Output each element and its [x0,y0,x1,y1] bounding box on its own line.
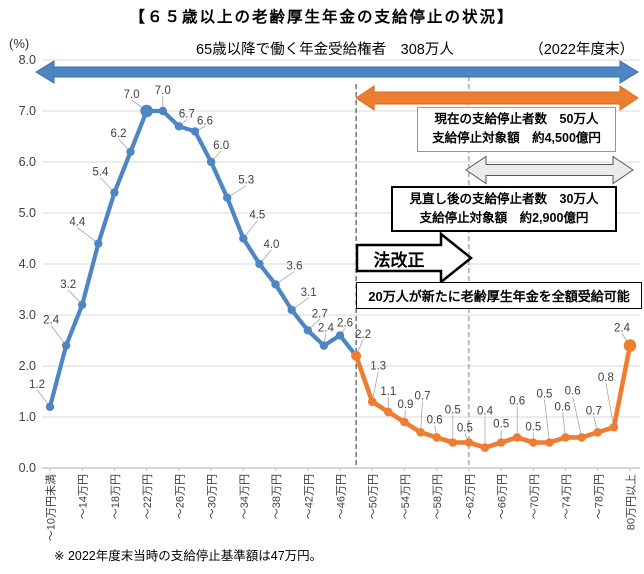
svg-text:8.0: 8.0 [19,53,36,67]
svg-text:1.1: 1.1 [380,386,396,398]
svg-text:4.0: 4.0 [263,239,279,251]
svg-text:～70万円: ～70万円 [529,474,541,519]
svg-text:2.2: 2.2 [355,329,371,341]
svg-text:～54万円: ～54万円 [400,474,412,519]
revised-suspension-box: 見直し後の支給停止者数 30万人 支給停止対象額 約2,900億円 [391,186,617,232]
svg-text:2.7: 2.7 [312,308,328,320]
svg-text:3.0: 3.0 [19,308,36,322]
svg-text:～18万円: ～18万円 [110,474,122,519]
svg-text:0.0: 0.0 [19,461,36,475]
svg-text:7.0: 7.0 [19,104,36,118]
svg-text:0.5: 0.5 [525,422,541,434]
svg-text:0.5: 0.5 [445,405,461,417]
svg-text:～22万円: ～22万円 [142,474,154,519]
svg-text:0.6: 0.6 [427,414,443,426]
page-title: 【６５歳以上の老齢厚生年金の支給停止の状況】 [129,9,515,26]
svg-text:5.3: 5.3 [238,175,254,187]
svg-text:6.2: 6.2 [111,128,127,140]
svg-text:～34万円: ～34万円 [239,474,251,519]
svg-text:0.5: 0.5 [493,419,509,431]
svg-text:0.5: 0.5 [536,389,552,401]
svg-text:6.6: 6.6 [197,115,213,127]
revised-suspension-amount: 支給停止対象額 約2,900億円 [419,210,589,225]
svg-text:7.0: 7.0 [155,85,171,97]
current-suspension-box: 現在の支給停止者数 50万人 支給停止対象額 約4,500億円 [417,107,616,152]
svg-text:2.4: 2.4 [43,315,60,327]
svg-text:2.0: 2.0 [19,359,36,373]
subtitle-pensioners: 65歳以降で働く年金受給権者 308万人 [196,42,454,58]
svg-text:4.5: 4.5 [249,210,265,222]
svg-text:～26万円: ～26万円 [174,474,186,519]
svg-text:0.6: 0.6 [565,385,581,397]
svg-text:6.7: 6.7 [179,108,195,120]
y-axis-unit-label: (%) [9,36,30,51]
svg-text:～66万円: ～66万円 [497,474,509,519]
revised-range-arrow [465,155,634,185]
svg-text:～74万円: ～74万円 [561,474,573,519]
revised-suspension-count: 見直し後の支給停止者数 30万人 [409,192,599,206]
subtitle-period: （2022年度末） [529,42,634,58]
svg-text:～78万円: ～78万円 [593,474,605,519]
svg-text:～38万円: ～38万円 [271,474,283,519]
svg-text:5.0: 5.0 [19,206,36,220]
svg-text:0.7: 0.7 [415,390,431,402]
new-full-receipt-box: 20万人が新たに老齢厚生年金を全額受給可能 [356,282,642,309]
svg-text:0.9: 0.9 [397,399,413,411]
svg-text:80万円以上: 80万円以上 [625,474,638,530]
svg-text:2.4: 2.4 [614,323,631,335]
svg-text:～58万円: ～58万円 [432,474,444,519]
svg-text:0.6: 0.6 [509,395,525,407]
svg-text:0.8: 0.8 [598,372,614,384]
svg-text:2.4: 2.4 [318,323,335,335]
svg-text:3.6: 3.6 [287,260,303,272]
svg-text:7.0: 7.0 [124,89,140,101]
blue-span-arrow [35,60,639,84]
law-reform-arrow-label: 法改正 [373,251,425,270]
svg-text:1.3: 1.3 [370,361,386,373]
svg-text:～10万円未満: ～10万円未満 [45,474,58,541]
svg-text:3.1: 3.1 [301,287,317,299]
svg-text:6.0: 6.0 [19,155,36,169]
svg-text:～14万円: ～14万円 [78,474,90,519]
svg-text:～42万円: ～42万円 [303,474,315,519]
svg-text:5.4: 5.4 [92,167,109,179]
svg-text:3.2: 3.2 [60,279,76,291]
svg-text:0.4: 0.4 [477,406,494,418]
svg-text:1.2: 1.2 [29,379,45,391]
svg-text:～50万円: ～50万円 [368,474,380,519]
svg-text:0.5: 0.5 [457,423,473,435]
svg-text:1.0: 1.0 [19,410,36,424]
svg-text:4.4: 4.4 [69,217,86,229]
svg-text:0.7: 0.7 [586,405,602,417]
svg-text:0.6: 0.6 [555,401,571,413]
current-suspension-count: 現在の支給停止者数 50万人 [434,112,599,126]
svg-text:2.6: 2.6 [337,317,353,329]
svg-text:～46万円: ～46万円 [336,474,348,519]
law-reform-arrow [355,231,474,285]
current-suspension-amount: 支給停止対象額 約4,500億円 [432,131,601,146]
svg-text:～62万円: ～62万円 [464,474,476,519]
svg-text:～30万円: ～30万円 [207,474,219,519]
svg-text:4.0: 4.0 [19,257,36,271]
orange-span-arrow [355,85,639,111]
svg-text:6.0: 6.0 [213,140,229,152]
footnote: ※ 2022年度末当時の支給停止基準額は47万円。 [54,549,323,563]
